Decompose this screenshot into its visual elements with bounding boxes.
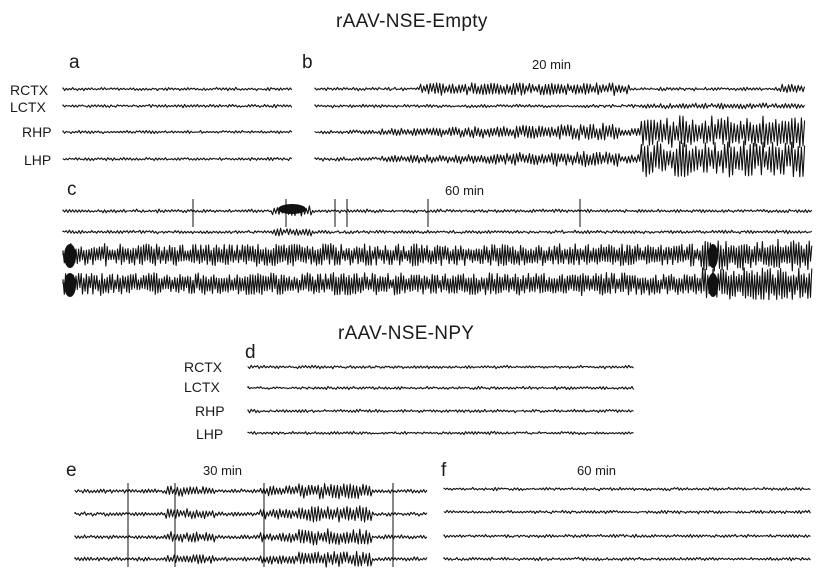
- trace-a-0: [62, 86, 293, 92]
- duration-e: 30 min: [203, 463, 243, 478]
- trace-c-burst-2: [64, 273, 76, 297]
- trace-c-lctx: [62, 227, 813, 237]
- trace-d-1: [247, 385, 635, 391]
- trace-c-rhp: [62, 238, 813, 272]
- trace-c-rctx: [62, 205, 813, 217]
- channel-label-rhp: RHP: [22, 124, 52, 140]
- trace-f-3: [443, 556, 811, 562]
- trace-d-3: [247, 430, 634, 436]
- duration-b: 20 min: [532, 57, 572, 72]
- trace-b-lhp: [314, 140, 806, 178]
- channel-label-rctx-npy: RCTX: [184, 359, 223, 375]
- duration-f: 60 min: [577, 463, 617, 478]
- panel-label-e: e: [66, 460, 77, 481]
- trace-e-2: [74, 528, 428, 546]
- trace-e-3: [74, 550, 428, 568]
- trace-d-2: [247, 408, 634, 414]
- trace-f-0: [443, 486, 811, 492]
- trace-a-3: [62, 156, 293, 162]
- panel-label-b: b: [302, 52, 313, 73]
- channel-label-rctx: RCTX: [10, 82, 49, 98]
- trace-c-burst-1: [64, 244, 76, 268]
- trace-b-rctx: [314, 82, 806, 96]
- channel-label-lhp: LHP: [24, 152, 52, 168]
- panel-label-c: c: [67, 179, 77, 200]
- trace-c-burst-4: [708, 273, 718, 297]
- channel-label-rhp-npy: RHP: [195, 403, 225, 419]
- panel-label-f: f: [441, 460, 447, 481]
- channel-label-lhp-npy: LHP: [196, 426, 224, 442]
- title-empty: rAAV-NSE-Empty: [336, 11, 488, 32]
- trace-c-lhp: [62, 267, 813, 301]
- trace-a-2: [62, 129, 293, 135]
- trace-a-1: [62, 103, 293, 109]
- trace-b-rhp: [314, 115, 806, 149]
- trace-e-0: [74, 482, 428, 500]
- duration-c: 60 min: [445, 183, 485, 198]
- trace-c-burst-3: [708, 244, 718, 268]
- trace-e-1: [74, 505, 428, 523]
- trace-f-2: [443, 533, 811, 539]
- trace-f-1: [443, 509, 811, 515]
- channel-label-lctx: LCTX: [10, 99, 46, 115]
- panel-label-a: a: [69, 52, 80, 73]
- trace-c-burst-5: [278, 204, 306, 214]
- trace-b-lctx: [314, 102, 806, 110]
- title-npy: rAAV-NSE-NPY: [338, 323, 475, 344]
- panel-label-d: d: [245, 342, 256, 363]
- trace-d-0: [247, 364, 634, 370]
- channel-label-lctx-npy: LCTX: [184, 379, 220, 395]
